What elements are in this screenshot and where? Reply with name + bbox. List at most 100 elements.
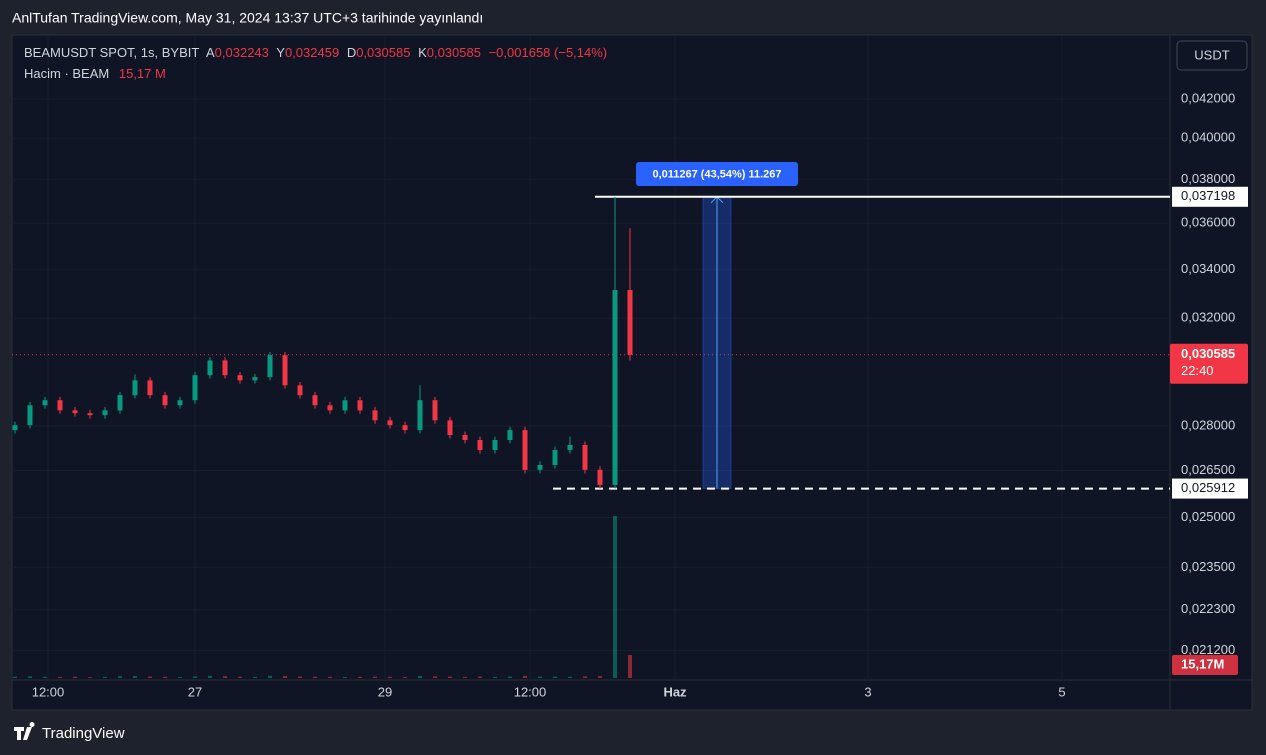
currency-button[interactable] — [1176, 40, 1248, 71]
level-label: 0,025912 — [1181, 480, 1235, 495]
volume-bar — [298, 676, 302, 678]
measure-label: 0,011267 (43,54%) 11.267 — [652, 168, 781, 180]
volume-value: 15,17 M — [119, 66, 166, 81]
candle-body — [42, 400, 48, 406]
x-tick-label: 12:00 — [514, 684, 547, 699]
volume-bar — [163, 676, 167, 678]
volume-bar — [88, 677, 92, 678]
volume-name: Hacim · BEAM — [24, 66, 109, 81]
volume-bar — [418, 676, 422, 678]
volume-bar — [613, 516, 617, 678]
candle-body — [147, 380, 153, 396]
candle-body — [387, 420, 393, 426]
volume-bar — [388, 676, 392, 678]
candle-body — [372, 410, 378, 421]
y-tick-label: 0,026500 — [1181, 462, 1235, 477]
volume-bar — [103, 676, 107, 678]
value: 0,032243 — [215, 45, 269, 60]
volume-bar — [448, 676, 452, 678]
logo-icon — [14, 722, 35, 740]
volume-bar — [313, 676, 317, 678]
key: K — [418, 45, 427, 60]
volume-bar — [43, 676, 47, 678]
candle-body — [612, 290, 618, 485]
candle-body — [312, 395, 318, 406]
volume-bar — [433, 676, 437, 678]
candle-body — [462, 435, 468, 440]
y-tick-label: 0,032000 — [1181, 310, 1235, 325]
volume-bar — [148, 676, 152, 678]
y-tick-label: 0,042000 — [1181, 90, 1235, 105]
symbol: BEAMUSDT SPOT, 1s, BYBIT — [24, 45, 199, 60]
candle-body — [87, 413, 93, 416]
candle-body — [357, 400, 363, 411]
x-tick-label: 12:00 — [32, 684, 65, 699]
grid — [12, 36, 1170, 680]
candle-body — [222, 360, 228, 376]
y-tick-label: 0,025000 — [1181, 509, 1235, 524]
y-tick-label: 0,022300 — [1181, 601, 1235, 616]
candle-body — [192, 375, 198, 401]
y-tick-label: 0,040000 — [1181, 130, 1235, 145]
y-tick-label: 0,038000 — [1181, 171, 1235, 186]
brand: TradingView — [42, 725, 125, 742]
volume-bar — [583, 676, 587, 678]
candle-body — [117, 395, 123, 411]
level-label-box — [1172, 186, 1248, 207]
volume-bar — [478, 676, 482, 678]
candle-body — [537, 464, 543, 470]
candle-body — [252, 377, 258, 381]
candle-body — [132, 380, 138, 396]
candle-body — [327, 405, 333, 411]
volume-bar — [523, 675, 527, 678]
value: 0,030585 — [427, 45, 481, 60]
volume-bar — [178, 676, 182, 678]
candle-body — [57, 400, 63, 411]
x-tick-label: 29 — [378, 684, 392, 699]
candle-body — [627, 290, 633, 355]
volume-label-box — [1172, 655, 1238, 675]
volume-label: 15,17M — [1181, 656, 1224, 671]
candle-body — [237, 375, 243, 381]
candle-body — [417, 400, 423, 431]
volume-bar — [373, 676, 377, 678]
candle-body — [582, 444, 588, 470]
candle-body — [522, 430, 528, 470]
candle-body — [552, 450, 558, 465]
candle-body — [207, 360, 213, 376]
currency-label: USDT — [1194, 47, 1229, 62]
candle-body — [507, 430, 513, 440]
volume-bar — [133, 676, 137, 678]
header: AnlTufan TradingView.com, May 31, 2024 1… — [12, 10, 483, 26]
volume-bar — [598, 676, 602, 678]
candle-body — [477, 439, 483, 451]
x-tick-label: 3 — [864, 684, 871, 699]
y-tick-label: 0,028000 — [1181, 417, 1235, 432]
current-price-label: 0,030585 — [1181, 346, 1235, 361]
candle-body — [162, 395, 168, 406]
volume-bar — [628, 655, 632, 678]
chart-panel — [11, 34, 1253, 711]
candle-body — [282, 355, 288, 386]
y-tick-label: 0,034000 — [1181, 261, 1235, 276]
volume-bar — [538, 676, 542, 678]
candle-body — [102, 410, 108, 416]
candle-body — [432, 400, 438, 421]
key: Y — [276, 45, 285, 60]
volume-bar — [568, 676, 572, 678]
candle-body — [567, 444, 573, 451]
volume-bar — [193, 676, 197, 678]
countdown-label: 22:40 — [1181, 363, 1214, 378]
legend: BEAMUSDT SPOT, 1s, BYBIT A0,032243 Y0,03… — [24, 45, 607, 60]
level-label-box — [1172, 478, 1248, 499]
volume-bar — [58, 676, 62, 678]
volume-bar — [463, 676, 467, 678]
volume-bar — [493, 676, 497, 678]
y-tick-label: 0,023500 — [1181, 559, 1235, 574]
volume-bar — [328, 676, 332, 678]
y-tick-label: 0,036000 — [1181, 215, 1235, 230]
volume-bar — [403, 676, 407, 678]
volume-legend: Hacim · BEAM 15,17 M — [24, 66, 166, 81]
candle-body — [12, 425, 18, 431]
